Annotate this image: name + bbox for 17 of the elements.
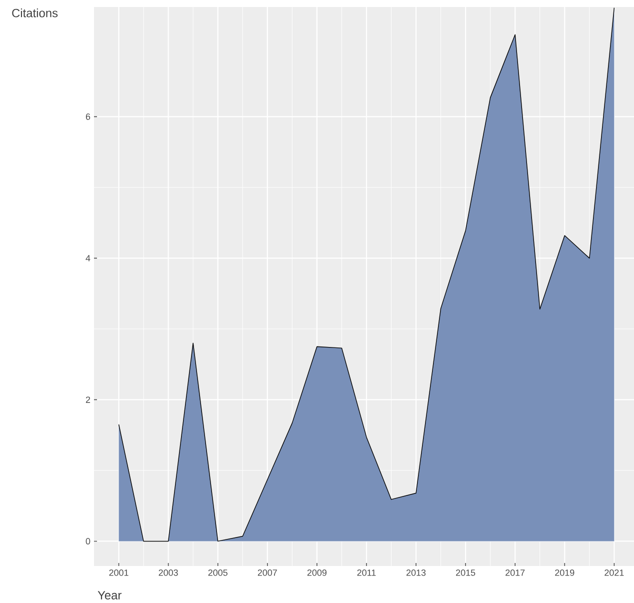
y-tick-label: 6 xyxy=(86,113,90,120)
x-tick-label: 2005 xyxy=(208,570,228,576)
x-tick-label: 2003 xyxy=(158,570,178,576)
x-tick-label: 2011 xyxy=(357,570,376,576)
x-tick-label: 2007 xyxy=(258,570,277,576)
y-tick-label: 0 xyxy=(86,538,90,544)
x-tick-label: 2001 xyxy=(109,570,128,576)
x-tick-label: 2017 xyxy=(506,570,525,576)
x-tick-label: 2013 xyxy=(406,570,426,576)
x-tick-label: 2009 xyxy=(307,570,326,576)
x-tick-label: 2019 xyxy=(555,570,574,576)
y-tick-label: 4 xyxy=(86,255,90,262)
x-tick-label: 2015 xyxy=(456,570,476,576)
x-tick-label: 2021 xyxy=(604,570,624,576)
y-tick-label: 2 xyxy=(86,396,90,403)
x-axis-title: Year xyxy=(98,591,122,600)
y-axis-title: Citations xyxy=(12,8,58,18)
